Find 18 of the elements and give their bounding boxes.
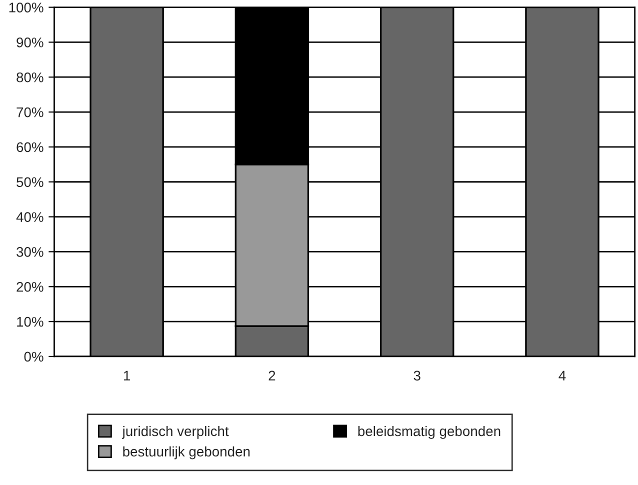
y-tick-label: 0%: [24, 352, 44, 362]
y-tick-label: 50%: [16, 177, 44, 188]
y-tick-label: 20%: [16, 282, 44, 292]
legend-label: beleidsmatig gebonden: [358, 426, 500, 439]
y-tick-label: 60%: [16, 142, 44, 152]
legend-label: juridisch verplicht: [122, 426, 229, 439]
y-tick-label: 100%: [9, 2, 44, 12]
x-tick-label: 4: [558, 370, 566, 380]
x-tick-label: 1: [124, 370, 130, 380]
legend-label: bestuurlijk gebonden: [123, 446, 250, 460]
x-tick-label: 3: [414, 370, 420, 381]
x-tick-label: 2: [268, 370, 276, 380]
y-tick-label: 80%: [16, 72, 44, 82]
y-tick-label: 30%: [16, 247, 44, 257]
y-tick-label: 90%: [16, 38, 44, 48]
y-tick-label: 70%: [16, 107, 44, 118]
y-tick-label: 10%: [17, 316, 44, 327]
y-tick-label: 40%: [16, 212, 44, 222]
